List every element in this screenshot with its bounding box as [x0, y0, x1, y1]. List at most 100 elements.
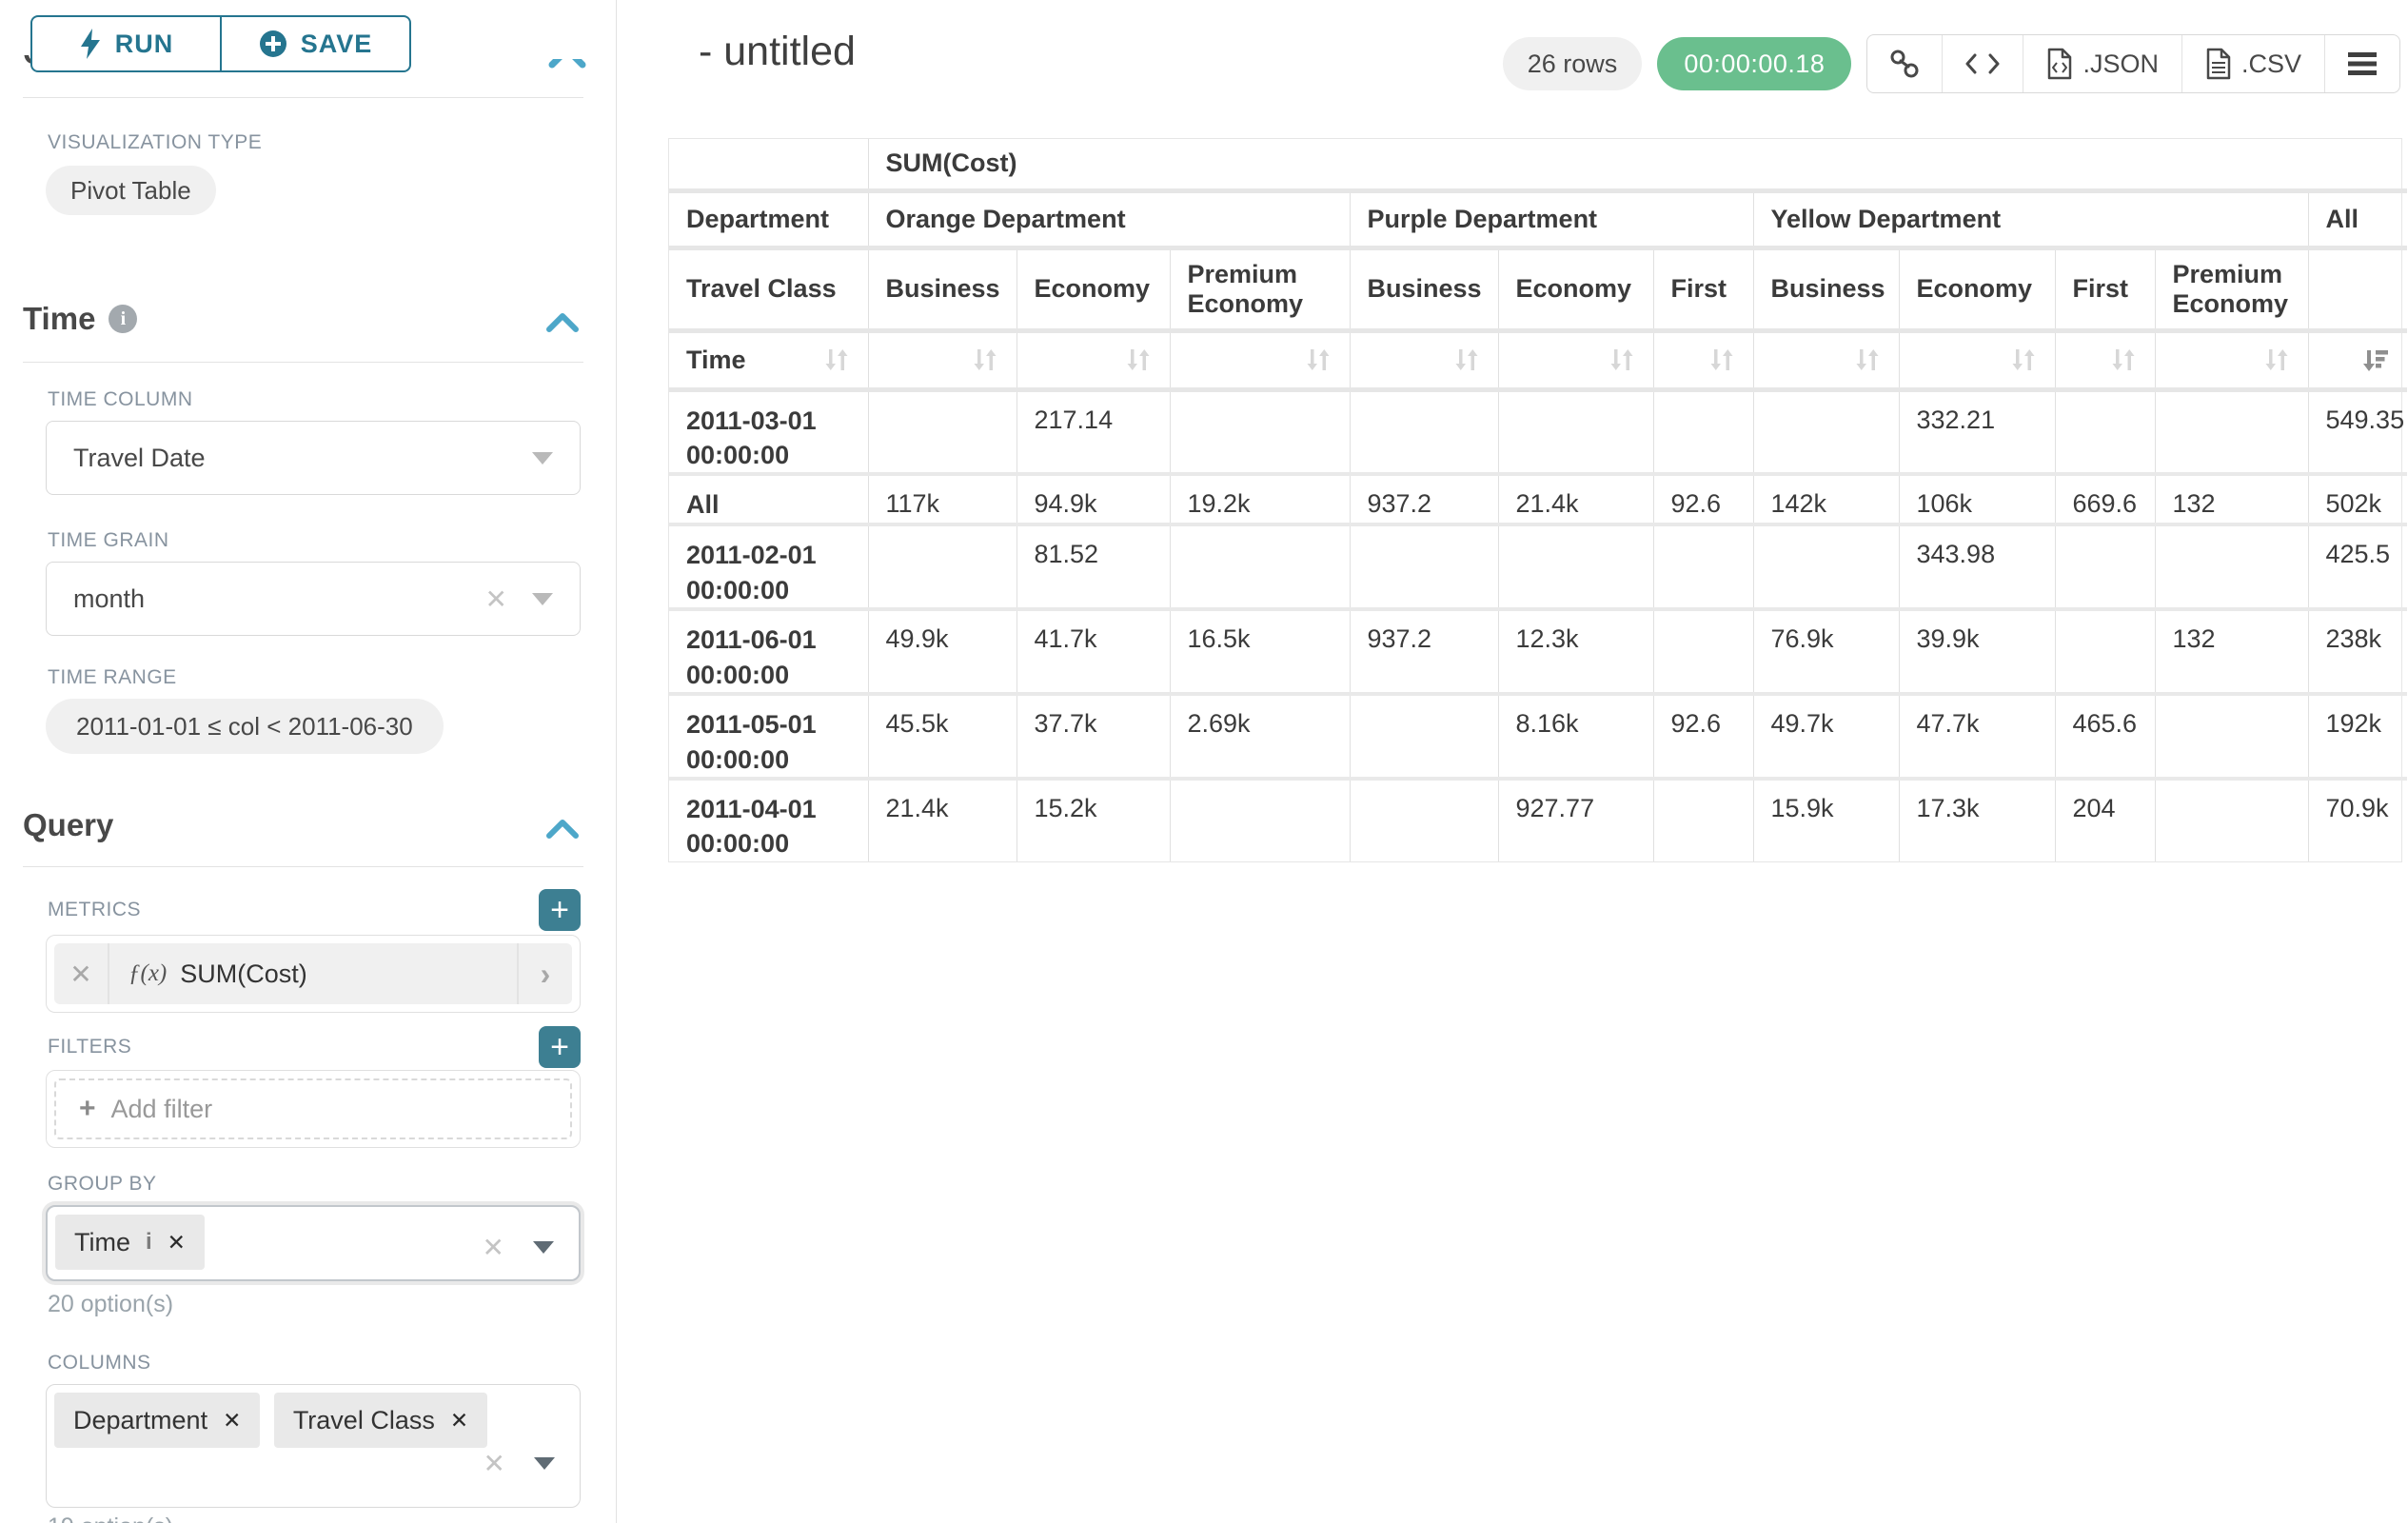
department-axis-label: Department	[669, 190, 869, 250]
run-save-button-bar: RUN SAVE	[30, 15, 411, 72]
sort-header[interactable]	[1170, 330, 1351, 392]
columns-tag-travel-class: Travel Class ✕	[273, 1393, 488, 1448]
sort-header[interactable]	[1016, 330, 1171, 392]
time-grain-label: TIME GRAIN	[48, 529, 169, 551]
columns-label: COLUMNS	[48, 1352, 151, 1374]
value-cell	[1753, 524, 1900, 612]
value-cell: 92.6	[1653, 694, 1754, 781]
clear-icon[interactable]: ✕	[484, 583, 507, 614]
chevron-up-icon	[546, 313, 579, 332]
remove-tag-icon[interactable]: ✕	[223, 1407, 242, 1433]
value-cell	[2155, 694, 2309, 781]
table-row: 2011-04-01 00:00:00 21.4k 15.2k 927.77 15.9k…	[669, 779, 2407, 861]
export-json-button[interactable]: .JSON	[2023, 35, 2181, 92]
sort-header[interactable]	[1653, 330, 1754, 392]
sort-header[interactable]	[868, 330, 1017, 392]
chevron-down-icon[interactable]	[533, 1241, 554, 1254]
query-section-collapse[interactable]	[543, 817, 582, 846]
value-cell: 21.4k	[868, 779, 1017, 861]
value-cell: 76.9k	[1753, 609, 1900, 697]
remove-tag-icon[interactable]: ✕	[449, 1407, 469, 1433]
sort-header-time[interactable]: Time	[669, 330, 869, 392]
value-cell: 465.6	[2055, 694, 2156, 781]
columns-options-hint: 19 option(s)	[48, 1513, 173, 1523]
columns-select[interactable]: Department ✕ Travel Class ✕ ✕	[46, 1384, 581, 1508]
add-filter-plus-button[interactable]: +	[539, 1026, 581, 1068]
time-column-select[interactable]: Travel Date	[46, 421, 581, 495]
value-cell: 132	[2155, 474, 2309, 527]
sort-icon	[1127, 349, 1149, 370]
row-label: 2011-03-01 00:00:00	[669, 389, 869, 477]
value-cell: 132	[2155, 609, 2309, 697]
column-header: Premium Economy	[2155, 247, 2309, 333]
chevron-right-icon[interactable]: ›	[517, 943, 572, 1004]
value-cell: 45.5k	[868, 694, 1017, 781]
time-range-pill[interactable]: 2011-01-01 ≤ col < 2011-06-30	[46, 699, 444, 754]
value-cell: 49.9k	[868, 609, 1017, 697]
time-grain-select[interactable]: month ✕	[46, 562, 581, 636]
sort-header[interactable]	[2155, 330, 2309, 392]
columns-tag-department: Department ✕	[54, 1393, 261, 1448]
sort-header[interactable]	[1350, 330, 1499, 392]
chevron-up-icon[interactable]	[544, 59, 590, 72]
time-section-collapse[interactable]	[543, 310, 582, 340]
value-cell	[2155, 524, 2309, 612]
add-metric-button[interactable]: +	[539, 889, 581, 931]
value-cell	[1653, 389, 1754, 477]
export-csv-button[interactable]: .CSV	[2181, 35, 2324, 92]
column-header: Premium Economy	[1170, 247, 1351, 333]
query-timer-badge: 00:00:00.18	[1657, 37, 1852, 90]
value-cell: 927.77	[1498, 779, 1654, 861]
value-cell: 47.7k	[1899, 694, 2056, 781]
export-button-group: .JSON .CSV	[1866, 34, 2400, 93]
value-cell	[868, 524, 1017, 612]
remove-metric-icon[interactable]: ✕	[54, 943, 109, 1004]
value-cell: 669.6	[2055, 474, 2156, 527]
value-cell	[2055, 609, 2156, 697]
view-query-button[interactable]	[1942, 35, 2023, 92]
metric-chip[interactable]: ✕ ƒ(x) SUM(Cost) ›	[54, 943, 572, 1004]
menu-button[interactable]	[2324, 35, 2399, 92]
value-cell: 502k	[2308, 474, 2408, 527]
remove-tag-icon[interactable]: ✕	[167, 1229, 186, 1255]
value-cell: 70.9k	[2325, 794, 2389, 822]
value-cell: 549.35	[2308, 389, 2408, 477]
time-section-heading: Time i	[23, 301, 138, 337]
value-cell: 16.5k	[1170, 609, 1351, 697]
group-by-select[interactable]: Time i ✕ ✕	[46, 1205, 581, 1281]
run-button[interactable]: RUN	[32, 17, 220, 70]
share-link-button[interactable]	[1867, 35, 1942, 92]
control-panel-sidebar: Chart Type RUN SAVE VISUALIZATION TYPE P…	[0, 0, 617, 1523]
group-by-options-hint: 20 option(s)	[48, 1291, 174, 1317]
sort-header[interactable]	[2055, 330, 2156, 392]
metric-name: SUM(Cost)	[180, 959, 307, 988]
table-row: All 117k 94.9k 19.2k 937.2 21.4k 92.6 142k 106k 6…	[669, 474, 2408, 527]
sort-header[interactable]	[1899, 330, 2056, 392]
value-cell: 343.98	[1899, 524, 2056, 612]
value-cell: 204	[2055, 779, 2156, 861]
value-cell: 92.6	[1653, 474, 1754, 527]
value-cell	[1653, 609, 1754, 697]
lightning-bolt-icon	[80, 29, 100, 59]
value-cell	[2155, 389, 2309, 477]
chevron-down-icon[interactable]	[534, 1457, 555, 1470]
column-header: Economy	[1016, 247, 1171, 333]
sort-header[interactable]	[2308, 330, 2408, 392]
section-divider	[23, 97, 583, 98]
value-cell	[1350, 694, 1499, 781]
add-filter-button[interactable]: + Add filter	[54, 1078, 572, 1139]
value-cell: 12.3k	[1498, 609, 1654, 697]
clear-icon[interactable]: ✕	[482, 1233, 504, 1262]
table-row: 2011-06-01 00:00:00 49.9k 41.7k 16.5k 937.2 1…	[669, 609, 2408, 697]
sort-header[interactable]	[1498, 330, 1654, 392]
value-cell: 142k	[1753, 474, 1900, 527]
save-button[interactable]: SAVE	[220, 17, 409, 70]
value-cell	[1653, 779, 1754, 861]
clear-icon[interactable]: ✕	[483, 1449, 505, 1478]
chart-title[interactable]: - untitled	[699, 29, 856, 74]
chevron-down-icon	[532, 592, 553, 605]
value-cell	[1753, 389, 1900, 477]
sort-header[interactable]	[1753, 330, 1900, 392]
visualization-type-pill[interactable]: Pivot Table	[46, 166, 216, 215]
